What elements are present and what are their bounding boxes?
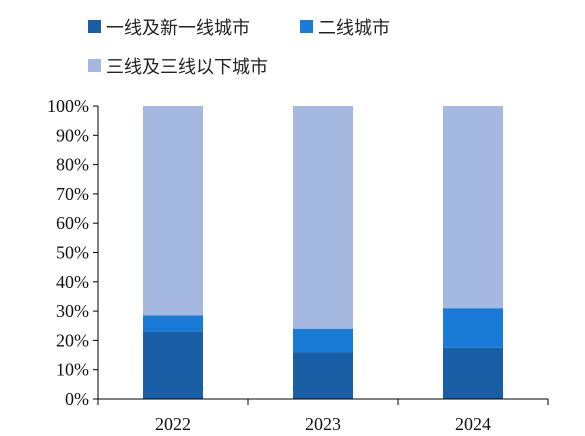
- y-tick-label: 50%: [56, 243, 89, 263]
- bar-2022-series-3: [143, 106, 203, 316]
- y-tick-label: 80%: [56, 155, 89, 175]
- bar-2024-series-1: [443, 347, 503, 399]
- legend-label-1: 一线及新一线城市: [106, 18, 250, 39]
- y-tick-label: 40%: [56, 272, 89, 292]
- bar-2023-series-2: [293, 328, 353, 353]
- legend-swatch-3: [88, 59, 101, 72]
- legend-swatch-2: [300, 20, 313, 33]
- y-tick-label: 0%: [65, 389, 89, 409]
- y-tick-label: 10%: [56, 360, 89, 380]
- bar-2023-series-3: [293, 106, 353, 329]
- x-axis: 2022 2023 2024: [97, 398, 549, 434]
- y-tick-label: 20%: [56, 330, 89, 350]
- bar-2022-series-2: [143, 315, 203, 332]
- legend-label-2: 二线城市: [318, 18, 390, 39]
- bars: [143, 106, 503, 399]
- y-tick-label: 30%: [56, 301, 89, 321]
- bar-2024-series-3: [443, 106, 503, 309]
- bar-2022-series-1: [143, 331, 203, 399]
- y-tick-label: 60%: [56, 213, 89, 233]
- bar-2024-series-2: [443, 308, 503, 348]
- y-tick-label: 100%: [47, 96, 89, 116]
- bar-2023-series-1: [293, 352, 353, 399]
- y-axis: 0% 10% 20% 30% 40% 50% 60% 70% 80% 90% 100%: [47, 96, 99, 409]
- x-tick-label: 2024: [455, 414, 491, 434]
- x-tick-label: 2022: [155, 414, 191, 434]
- y-tick-label: 70%: [56, 184, 89, 204]
- x-tick-label: 2023: [305, 414, 341, 434]
- y-tick-label: 90%: [56, 125, 89, 145]
- legend-label-3: 三线及三线以下城市: [106, 57, 268, 78]
- legend-swatch-1: [88, 20, 101, 33]
